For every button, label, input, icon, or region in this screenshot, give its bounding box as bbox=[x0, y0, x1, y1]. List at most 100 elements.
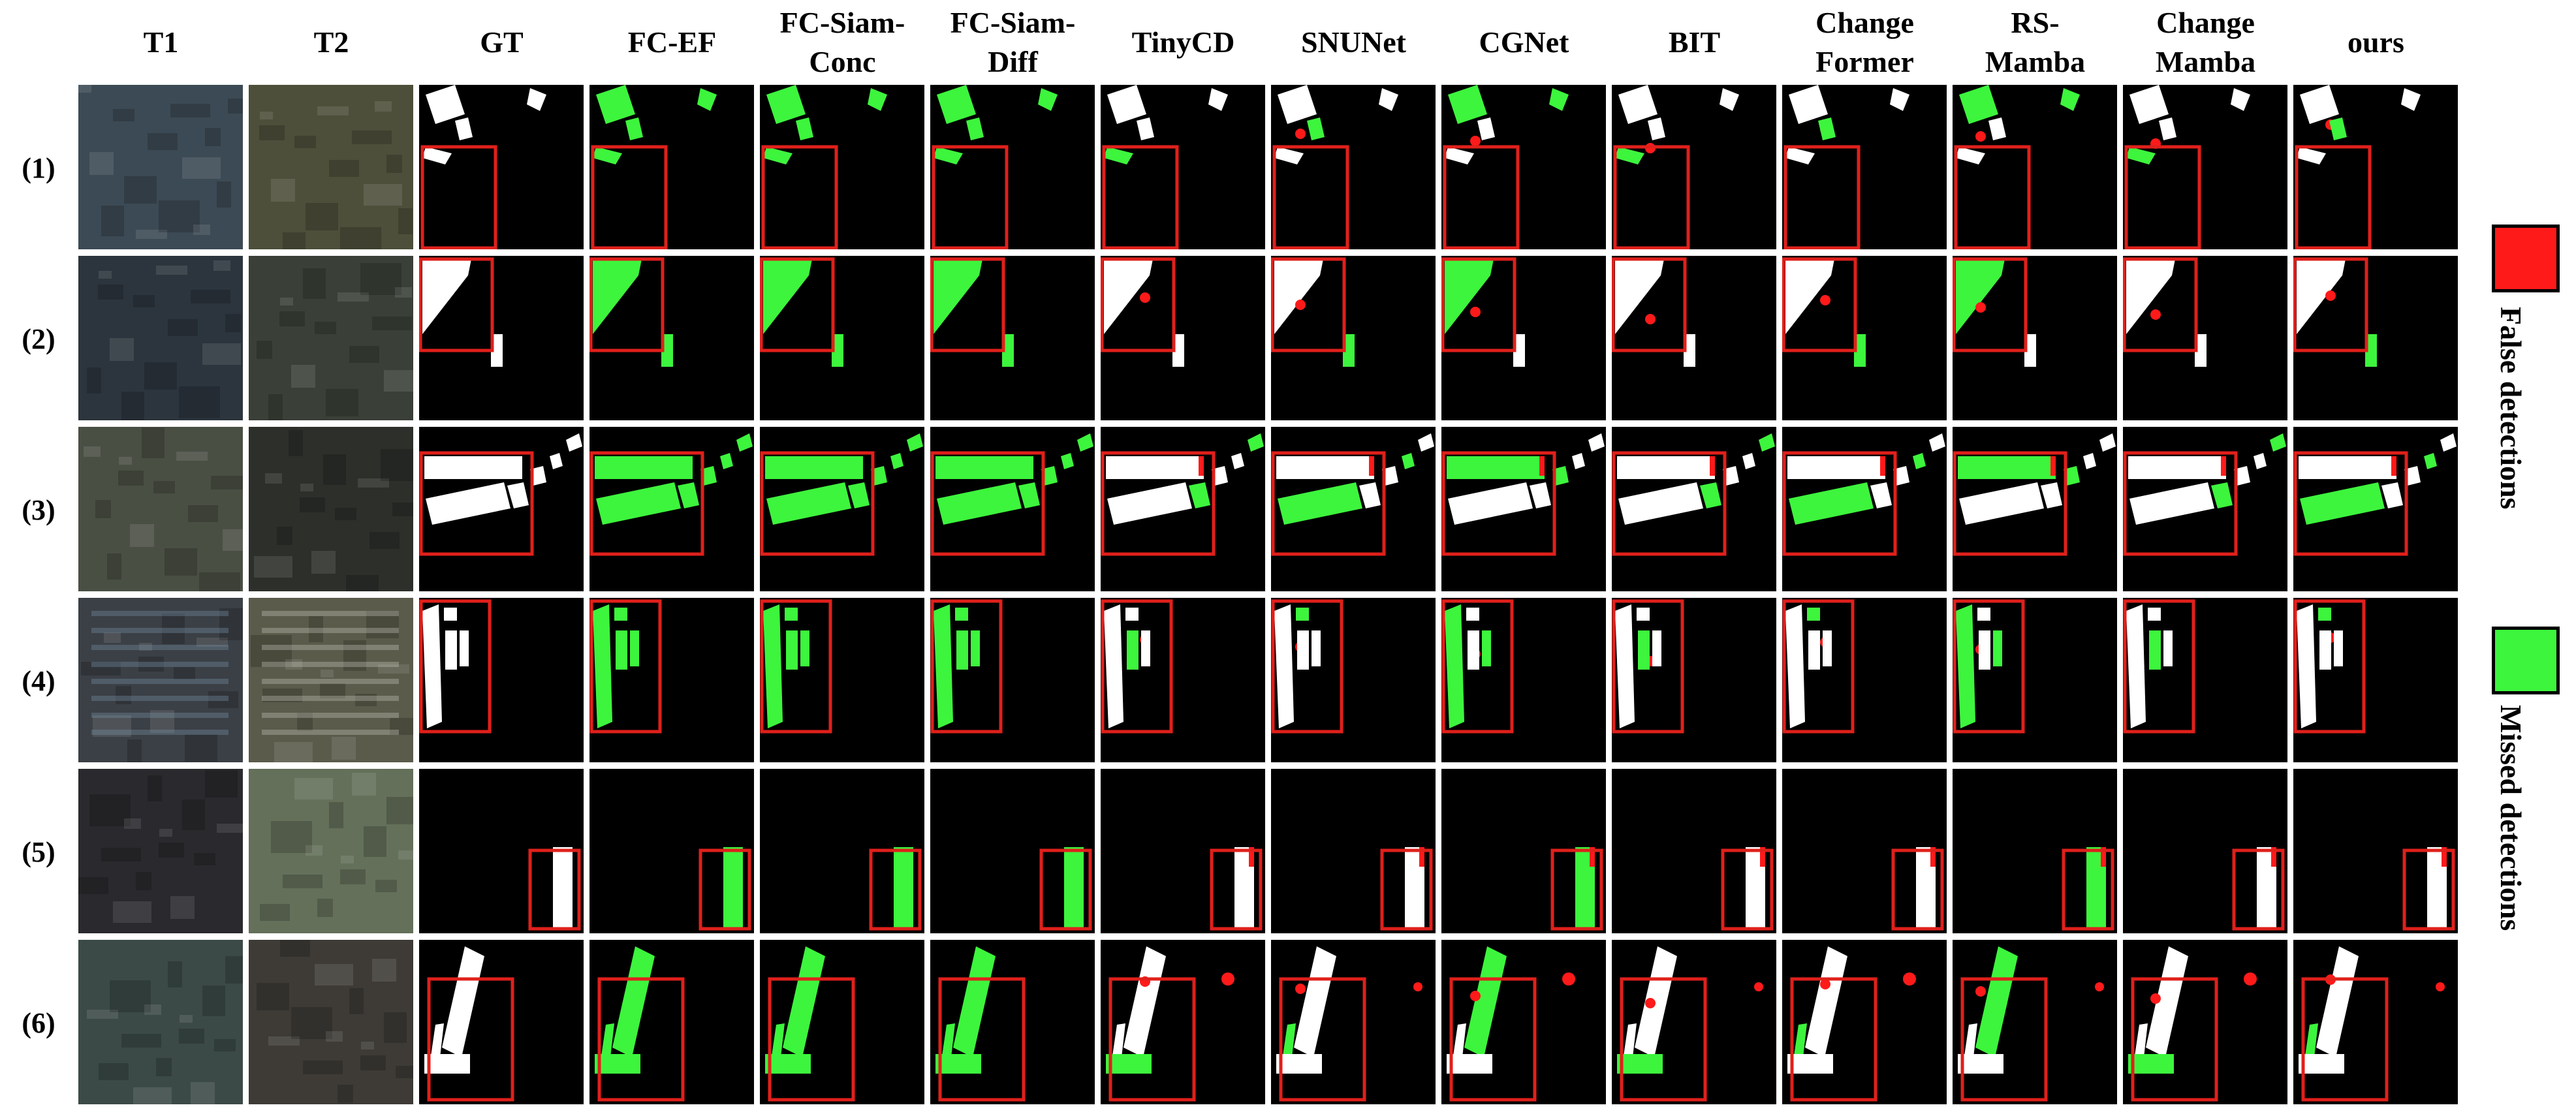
prediction-map bbox=[1612, 427, 1776, 591]
row-label: (6) bbox=[22, 1006, 55, 1039]
legend-label-false: False detections bbox=[2494, 307, 2528, 510]
prediction-map bbox=[2123, 85, 2287, 249]
prediction-map bbox=[2123, 598, 2287, 762]
prediction-map bbox=[1441, 940, 1606, 1104]
prediction-map bbox=[1101, 940, 1265, 1104]
prediction-map bbox=[1953, 427, 2117, 591]
prediction-map bbox=[2293, 598, 2458, 762]
prediction-map bbox=[760, 598, 924, 762]
prediction-map bbox=[1101, 427, 1265, 591]
row-label: (1) bbox=[22, 151, 55, 184]
prediction-map bbox=[1101, 256, 1265, 420]
prediction-map bbox=[1271, 85, 1436, 249]
prediction-map bbox=[1782, 769, 1947, 933]
prediction-map bbox=[1612, 256, 1776, 420]
prediction-map bbox=[1782, 940, 1947, 1104]
prediction-map bbox=[1953, 940, 2117, 1104]
column-header: ours bbox=[2348, 25, 2404, 59]
prediction-map bbox=[1612, 85, 1776, 249]
prediction-map bbox=[1441, 427, 1606, 591]
prediction-map bbox=[589, 85, 754, 249]
image-tile bbox=[78, 85, 243, 249]
prediction-map bbox=[2123, 769, 2287, 933]
column-header: Change Former bbox=[1815, 6, 1914, 78]
prediction-map bbox=[1441, 85, 1606, 249]
prediction-map bbox=[930, 85, 1095, 249]
prediction-map bbox=[2293, 85, 2458, 249]
prediction-map bbox=[419, 256, 584, 420]
row-label: (3) bbox=[22, 493, 55, 526]
prediction-map bbox=[1271, 769, 1436, 933]
prediction-map bbox=[760, 256, 924, 420]
column-header: FC-EF bbox=[627, 25, 717, 59]
column-header: RS- Mamba bbox=[1985, 6, 2086, 78]
row-label: (5) bbox=[22, 835, 55, 868]
prediction-map bbox=[1441, 598, 1606, 762]
column-header: GT bbox=[480, 25, 524, 59]
image-tile bbox=[78, 427, 243, 591]
column-header: CGNet bbox=[1479, 25, 1569, 59]
image-tile bbox=[249, 85, 413, 249]
legend-label-missed: Missed detections bbox=[2494, 705, 2528, 931]
prediction-map bbox=[1101, 85, 1265, 249]
prediction-map bbox=[1101, 769, 1265, 933]
prediction-map bbox=[1271, 598, 1436, 762]
prediction-map bbox=[2293, 256, 2458, 420]
image-tile bbox=[249, 256, 413, 420]
prediction-map bbox=[1612, 940, 1776, 1104]
prediction-map bbox=[930, 940, 1095, 1104]
prediction-map bbox=[1441, 769, 1606, 933]
prediction-map bbox=[1441, 256, 1606, 420]
prediction-map bbox=[419, 769, 584, 933]
prediction-map bbox=[589, 769, 754, 933]
prediction-map bbox=[930, 256, 1095, 420]
prediction-map bbox=[1782, 427, 1947, 591]
prediction-map bbox=[419, 598, 584, 762]
prediction-map bbox=[589, 940, 754, 1104]
prediction-map bbox=[1782, 598, 1947, 762]
column-header: T1 bbox=[143, 25, 179, 59]
column-header: Change Mamba bbox=[2155, 6, 2256, 78]
column-header: FC-Siam- Conc bbox=[779, 6, 905, 78]
prediction-map bbox=[1953, 256, 2117, 420]
prediction-map bbox=[1271, 427, 1436, 591]
prediction-map bbox=[930, 598, 1095, 762]
prediction-map bbox=[930, 427, 1095, 591]
prediction-map bbox=[1953, 769, 2117, 933]
row-label: (4) bbox=[22, 664, 55, 697]
image-tile bbox=[249, 769, 413, 933]
column-header: SNUNet bbox=[1301, 25, 1406, 59]
prediction-map bbox=[589, 256, 754, 420]
prediction-map bbox=[760, 85, 924, 249]
prediction-map bbox=[930, 769, 1095, 933]
image-tile bbox=[78, 256, 243, 420]
column-header: TinyCD bbox=[1131, 25, 1235, 59]
prediction-map bbox=[1782, 85, 1947, 249]
row-label: (2) bbox=[22, 322, 55, 355]
prediction-map bbox=[589, 427, 754, 591]
column-header: FC-Siam- Diff bbox=[950, 6, 1076, 78]
prediction-map bbox=[1101, 598, 1265, 762]
column-header: T2 bbox=[313, 25, 349, 59]
prediction-map bbox=[1953, 85, 2117, 249]
prediction-map bbox=[1782, 256, 1947, 420]
column-header: BIT bbox=[1668, 25, 1721, 59]
prediction-map bbox=[760, 769, 924, 933]
image-tile bbox=[78, 598, 243, 762]
legend-swatch-missed bbox=[2492, 627, 2560, 694]
prediction-map bbox=[589, 598, 754, 762]
image-tile bbox=[78, 769, 243, 933]
image-tile bbox=[249, 598, 413, 762]
prediction-map bbox=[1953, 598, 2117, 762]
prediction-map bbox=[2293, 940, 2458, 1104]
prediction-map bbox=[419, 85, 584, 249]
prediction-map bbox=[1612, 769, 1776, 933]
prediction-map bbox=[2293, 427, 2458, 591]
legend-swatch-false bbox=[2492, 225, 2560, 292]
prediction-map bbox=[2293, 769, 2458, 933]
prediction-map bbox=[760, 427, 924, 591]
prediction-map bbox=[1271, 940, 1436, 1104]
prediction-map bbox=[760, 940, 924, 1104]
prediction-map bbox=[2123, 256, 2287, 420]
prediction-map bbox=[1612, 598, 1776, 762]
